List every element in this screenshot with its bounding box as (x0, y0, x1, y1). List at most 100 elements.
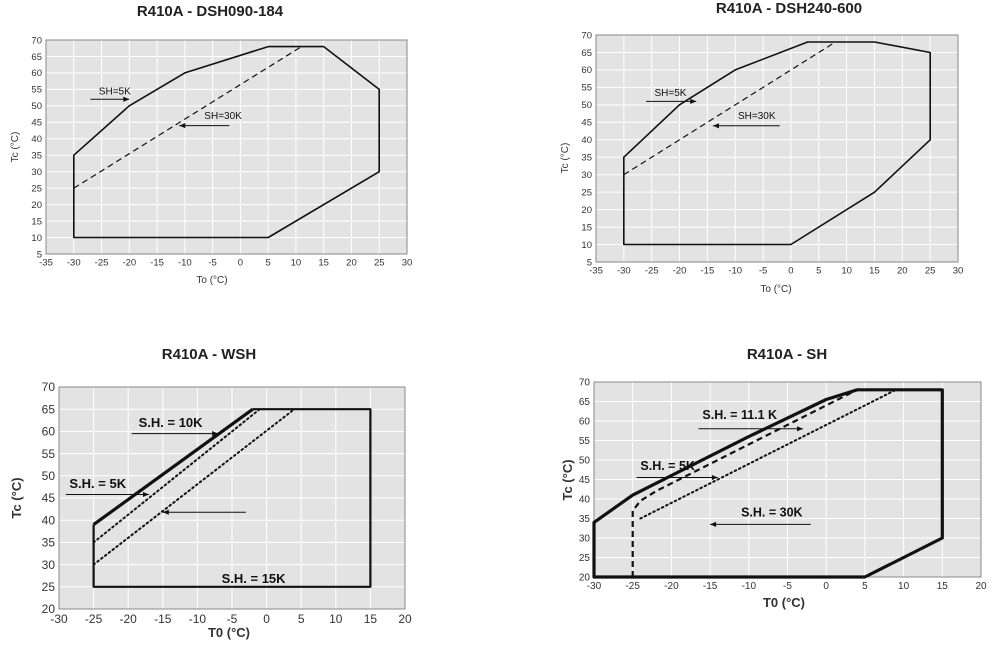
x-tick-label: -10 (178, 258, 192, 269)
y-tick-label: 30 (31, 167, 42, 178)
plot-border (45, 39, 408, 255)
chart-title: R410A - SH (747, 346, 827, 363)
annotation-arrowhead (212, 431, 219, 437)
annotation-label: SH=30K (738, 111, 776, 122)
x-tick-label: 10 (841, 266, 852, 277)
y-axis-label: Tc (°C) (10, 132, 21, 163)
x-tick-label: -15 (703, 581, 718, 592)
x-tick-label: -25 (85, 612, 103, 626)
annotation-arrows (65, 431, 246, 515)
y-tick-label: 15 (581, 222, 592, 233)
series-line (92, 407, 254, 526)
series-line (73, 45, 381, 239)
y-tick-label: 25 (581, 187, 592, 198)
series-line (631, 388, 858, 577)
x-tick-label: -20 (122, 258, 136, 269)
y-axis-label: Tc (°C) (9, 477, 24, 518)
series-line (92, 408, 296, 566)
x-tick-label: 25 (374, 258, 385, 269)
x-tick-label: -5 (783, 581, 792, 592)
x-tick-label: 0 (263, 612, 270, 626)
series-line (639, 388, 897, 520)
x-tick-label: 30 (402, 258, 413, 269)
y-tick-label: 60 (31, 68, 42, 79)
series-lines (592, 388, 944, 579)
y-tick-label: 40 (31, 134, 42, 145)
y-tick-label: 45 (581, 118, 592, 129)
annotation-arrowhead (796, 426, 803, 432)
x-tick-label: 5 (862, 581, 868, 592)
y-tick-label: 35 (579, 514, 591, 525)
series-line (622, 41, 932, 246)
series-lines (92, 407, 372, 588)
x-tick-label: 30 (953, 266, 964, 277)
annotation-arrowhead (690, 98, 697, 104)
x-tick-label: -20 (673, 266, 687, 277)
y-tick-label: 60 (581, 65, 592, 76)
annotation-label: SH=5K (655, 88, 687, 99)
annotation-label: SH=30K (204, 111, 242, 122)
y-tick-label: 70 (579, 378, 591, 389)
x-ticks: -30 -25 -20 -15 -10 -5 0 5 10 15 20 (587, 581, 987, 592)
series-lines (622, 41, 932, 246)
y-tick-label: 50 (579, 456, 591, 467)
x-tick-label: 25 (925, 266, 936, 277)
plot-border (595, 34, 959, 263)
x-tick-label: -30 (617, 266, 631, 277)
x-tick-label: -35 (39, 258, 53, 269)
y-tick-label: 5 (587, 257, 592, 268)
annotation-arrowhead (710, 521, 717, 527)
annotation-label: S.H. = 10K (139, 415, 204, 430)
x-tick-label: 20 (897, 266, 908, 277)
annotation-arrowhead (142, 491, 149, 498)
x-tick-label: -25 (625, 581, 640, 592)
x-axis-label: To (°C) (760, 284, 791, 295)
y-tick-label: 70 (42, 380, 56, 394)
y-tick-label: 25 (579, 553, 591, 564)
chart-title: R410A - WSH (162, 346, 256, 363)
y-tick-label: 65 (581, 48, 592, 59)
y-ticks: 5 10 15 20 25 30 35 40 45 50 55 60 65 70 (581, 30, 592, 268)
annotation-arrows (646, 98, 780, 129)
series-line (92, 408, 261, 544)
y-tick-label: 15 (31, 216, 42, 227)
y-axis-label: Tc (°C) (560, 459, 575, 500)
x-tick-label: 10 (329, 612, 343, 626)
y-tick-label: 55 (579, 436, 591, 447)
y-tick-label: 5 (37, 249, 42, 260)
y-tick-label: 20 (581, 205, 592, 216)
annotation-label: S.H. = 30K (741, 506, 803, 520)
x-tick-label: -5 (208, 258, 216, 269)
plot-area (46, 40, 407, 254)
annotation-arrowhead (711, 474, 718, 481)
annotation-arrows (636, 426, 811, 527)
annotation-label: S.H. = 5K (640, 459, 695, 473)
x-tick-label: 15 (318, 258, 329, 269)
x-tick-label: 5 (816, 266, 821, 277)
annotation-arrowhead (712, 123, 719, 129)
x-tick-label: -15 (154, 612, 172, 626)
x-tick-label: -5 (227, 612, 238, 626)
x-tick-label: -20 (120, 612, 138, 626)
x-tick-label: 0 (788, 266, 793, 277)
y-tick-label: 30 (579, 534, 591, 545)
annotation-label: S.H. = 5K (69, 476, 126, 491)
y-tick-label: 40 (581, 135, 592, 146)
series-lines (73, 45, 381, 239)
x-tick-label: 5 (298, 612, 305, 626)
y-tick-label: 35 (581, 153, 592, 164)
x-tick-label: -30 (50, 612, 68, 626)
y-tick-label: 45 (42, 491, 56, 505)
x-tick-label: -5 (759, 266, 767, 277)
y-tick-label: 50 (42, 469, 56, 483)
y-tick-label: 50 (581, 100, 592, 111)
y-tick-label: 30 (42, 558, 56, 572)
y-tick-label: 70 (581, 30, 592, 41)
x-tick-label: -15 (150, 258, 164, 269)
y-ticks: 20 25 30 35 40 45 50 55 60 65 70 (42, 380, 56, 616)
y-tick-label: 65 (31, 52, 42, 63)
y-tick-label: 45 (31, 118, 42, 129)
y-tick-label: 55 (581, 83, 592, 94)
x-tick-label: -30 (587, 581, 602, 592)
y-tick-label: 65 (42, 402, 56, 416)
